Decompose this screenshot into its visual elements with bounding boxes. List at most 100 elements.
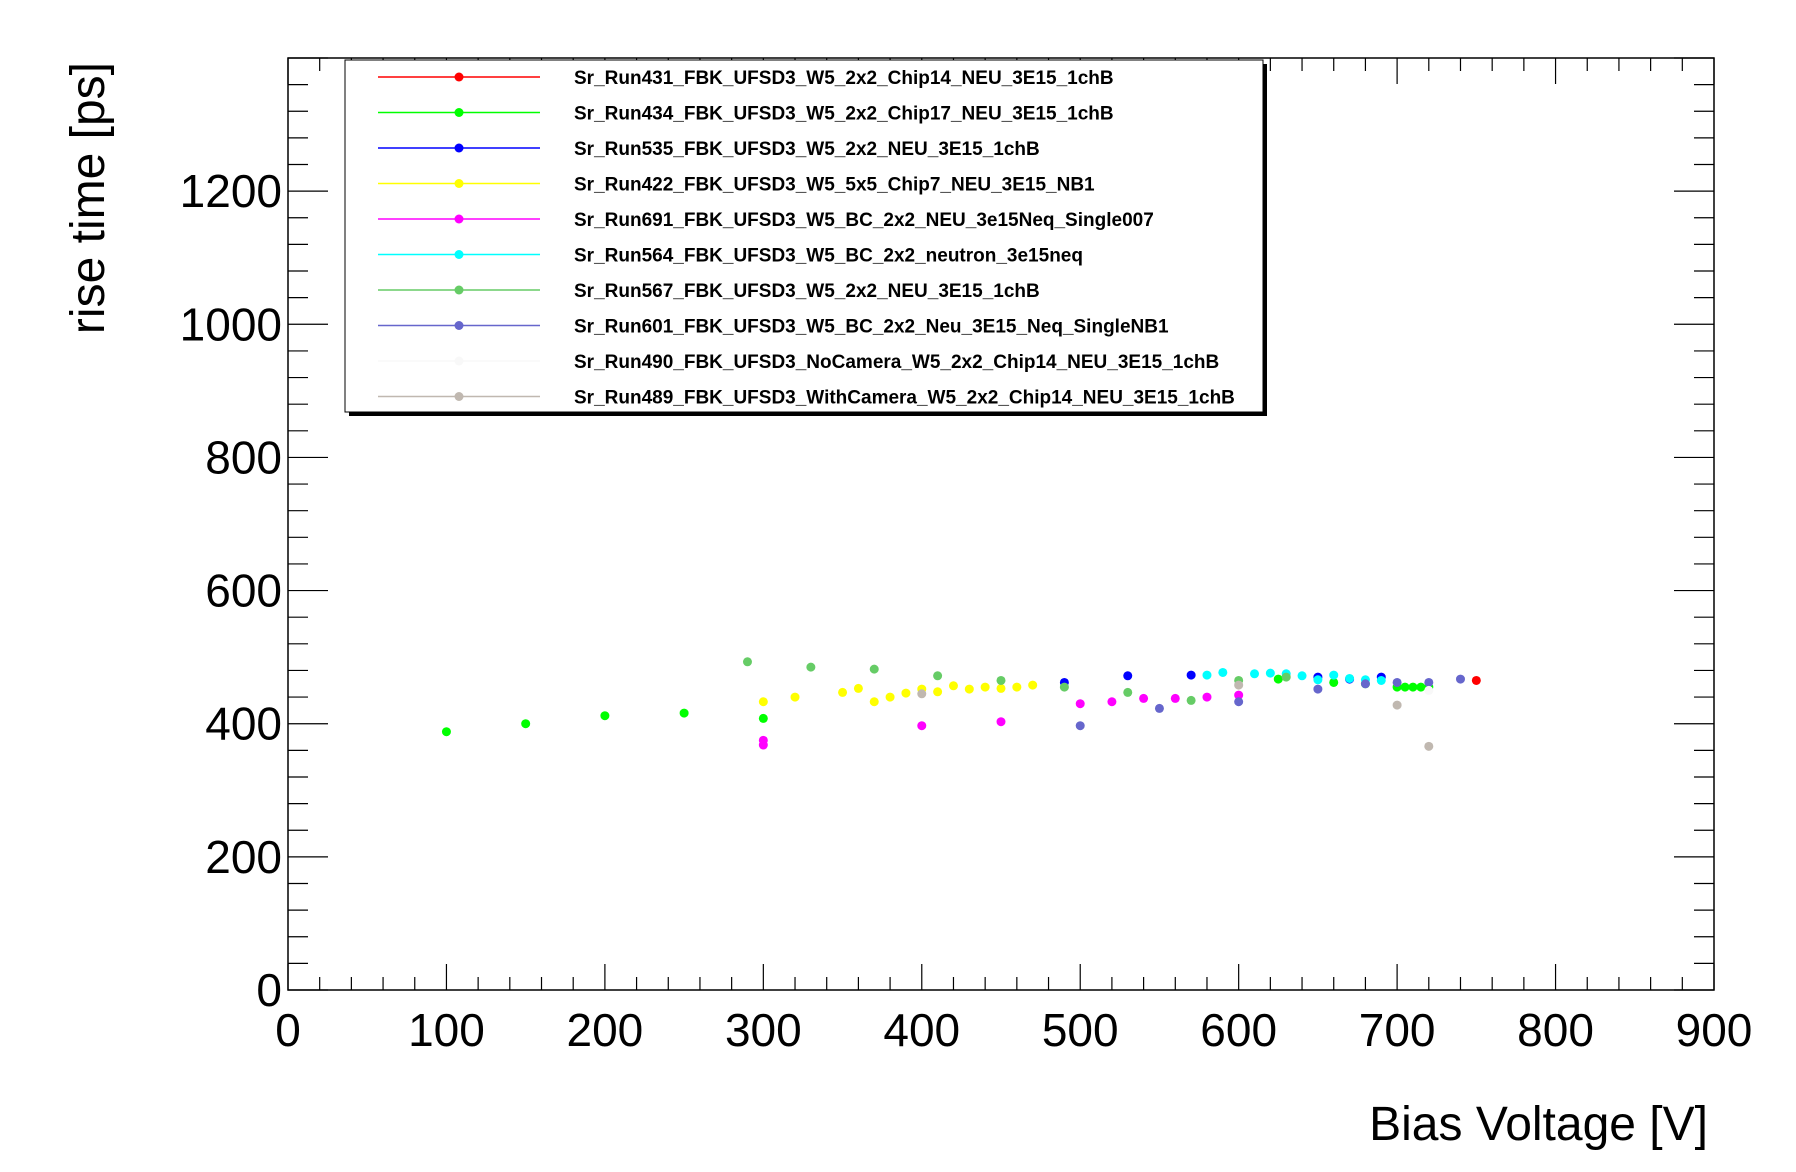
data-point [996, 683, 1006, 693]
legend-label: Sr_Run601_FBK_UFSD3_W5_BC_2x2_Neu_3E15_N… [574, 317, 1169, 338]
data-point [1028, 680, 1038, 690]
y-tick-label: 200 [205, 831, 282, 883]
data-point [853, 683, 863, 693]
data-point [1345, 673, 1355, 683]
y-tick-label: 1000 [180, 298, 282, 350]
data-point [933, 671, 943, 681]
data-point [901, 688, 911, 698]
data-point [980, 682, 990, 692]
data-point [1273, 674, 1283, 684]
x-tick-label: 400 [883, 1004, 960, 1056]
legend-marker [454, 321, 464, 330]
data-point [1329, 677, 1339, 687]
data-point [1139, 693, 1149, 703]
y-tick-label: 400 [205, 698, 282, 750]
data-point [758, 713, 768, 723]
legend-marker [454, 250, 464, 259]
legend-marker [454, 143, 464, 153]
data-point [1329, 670, 1339, 680]
data-point [1186, 695, 1196, 705]
legend-entry: Sr_Run535_FBK_UFSD3_W5_2x2_NEU_3E15_1chB [378, 139, 1040, 160]
legend: Sr_Run431_FBK_UFSD3_W5_2x2_Chip14_NEU_3E… [344, 59, 1267, 416]
data-point [1376, 675, 1386, 685]
series-4 [758, 680, 1038, 707]
data-point [1408, 682, 1418, 692]
legend-label: Sr_Run564_FBK_UFSD3_W5_BC_2x2_neutron_3e… [574, 246, 1083, 267]
series-10 [917, 680, 1434, 751]
data-point [838, 687, 848, 697]
data-point [1218, 667, 1228, 677]
data-point [1202, 692, 1212, 702]
data-point [1234, 680, 1244, 690]
data-point [917, 689, 927, 699]
legend-marker [454, 285, 464, 295]
data-point [1313, 684, 1323, 694]
data-point [742, 657, 752, 667]
data-point [1297, 671, 1307, 681]
legend-marker [454, 392, 464, 401]
legend-box [344, 59, 1264, 413]
legend-marker [454, 179, 464, 188]
data-point [758, 740, 768, 750]
data-point [1400, 682, 1410, 692]
plot-frame [287, 57, 1715, 991]
x-tick-labels: 0 100 200 300 400 500 600 700 800 900 [275, 1004, 1752, 1056]
data-point [1392, 677, 1402, 687]
data-point [964, 684, 974, 694]
data-point [1107, 697, 1117, 707]
data-point [869, 697, 879, 707]
data-point [1416, 682, 1426, 692]
data-point [1471, 675, 1481, 685]
data-point [1424, 741, 1434, 751]
legend-entry: Sr_Run489_FBK_UFSD3_WithCamera_W5_2x2_Ch… [378, 388, 1235, 409]
data-point [996, 717, 1006, 727]
legend-entry: Sr_Run601_FBK_UFSD3_W5_BC_2x2_Neu_3E15_N… [378, 317, 1169, 338]
series-1 [1471, 675, 1481, 685]
data-point [996, 675, 1006, 685]
legend-label: Sr_Run535_FBK_UFSD3_W5_2x2_NEU_3E15_1chB [574, 139, 1040, 160]
data-point [758, 697, 768, 707]
data-point [1360, 679, 1370, 689]
data-point [1234, 690, 1244, 700]
data-point [1012, 682, 1022, 692]
series-8 [1075, 674, 1465, 731]
data-point [1313, 675, 1323, 685]
x-tick-label: 300 [725, 1004, 802, 1056]
data-point [1202, 670, 1212, 680]
legend-label: Sr_Run567_FBK_UFSD3_W5_2x2_NEU_3E15_1chB [574, 281, 1040, 302]
data-points [441, 657, 1481, 751]
series-5 [758, 690, 1244, 750]
data-point [1186, 670, 1196, 680]
y-tick-label: 1200 [180, 165, 282, 217]
y-tick-labels: 0 200 400 600 800 1000 1200 [180, 165, 282, 1016]
data-point [679, 708, 689, 718]
legend-entry: Sr_Run422_FBK_UFSD3_W5_5x5_Chip7_NEU_3E1… [378, 175, 1095, 196]
data-point [521, 719, 531, 729]
data-point [1455, 674, 1465, 684]
legend-label: Sr_Run422_FBK_UFSD3_W5_5x5_Chip7_NEU_3E1… [574, 175, 1095, 196]
y-tick-label: 0 [256, 964, 282, 1016]
x-tick-label: 900 [1676, 1004, 1753, 1056]
data-point [885, 692, 895, 702]
data-point [917, 721, 927, 731]
data-point [1075, 721, 1085, 731]
legend-label: Sr_Run431_FBK_UFSD3_W5_2x2_Chip14_NEU_3E… [574, 68, 1114, 89]
data-point [1281, 672, 1291, 682]
legend-marker [454, 72, 464, 82]
legend-label: Sr_Run490_FBK_UFSD3_NoCamera_W5_2x2_Chip… [574, 352, 1219, 373]
x-tick-label: 200 [567, 1004, 644, 1056]
legend-label: Sr_Run691_FBK_UFSD3_W5_BC_2x2_NEU_3e15Ne… [574, 210, 1154, 231]
data-point [1424, 685, 1434, 695]
series-9 [1424, 685, 1434, 695]
data-point [933, 687, 943, 697]
x-tick-label: 800 [1517, 1004, 1594, 1056]
series-7 [742, 657, 1291, 705]
data-point [1059, 682, 1069, 692]
y-tick-label: 800 [205, 431, 282, 483]
legend-label: Sr_Run434_FBK_UFSD3_W5_2x2_Chip17_NEU_3E… [574, 104, 1114, 125]
x-tick-label: 700 [1359, 1004, 1436, 1056]
data-point [600, 711, 610, 721]
legend-entry: Sr_Run431_FBK_UFSD3_W5_2x2_Chip14_NEU_3E… [378, 68, 1114, 89]
data-point [806, 662, 816, 672]
